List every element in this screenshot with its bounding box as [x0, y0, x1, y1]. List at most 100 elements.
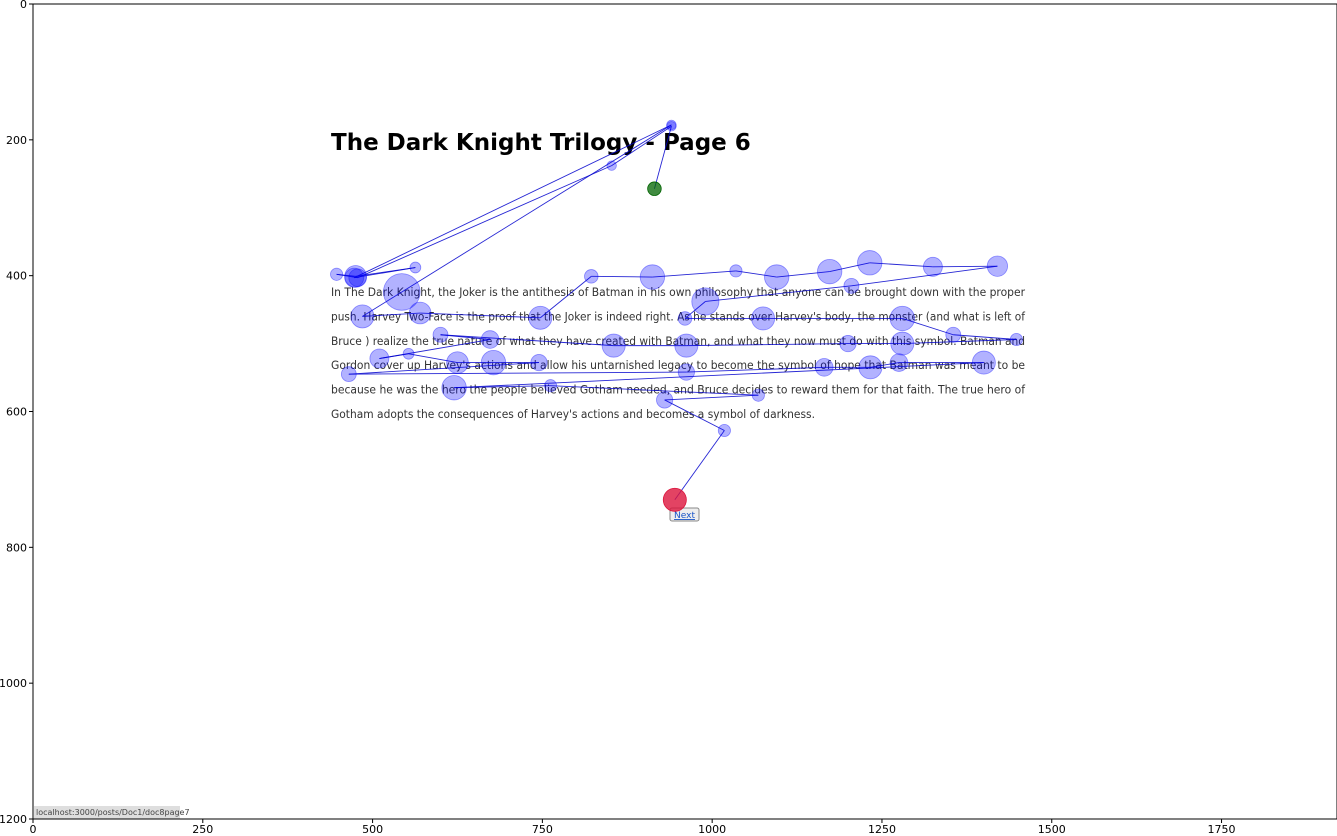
fixation-point — [584, 269, 599, 284]
scanpath-segment — [664, 399, 725, 431]
scanpath-segment — [357, 165, 612, 279]
x-tick-label: 1000 — [698, 823, 726, 836]
fixation-point — [446, 351, 469, 374]
scanpath-segment — [379, 353, 409, 359]
scanpath-segment — [684, 301, 706, 319]
fixation-point — [729, 264, 743, 278]
scanpath-segment — [354, 267, 416, 279]
scanpath-lines — [336, 124, 1017, 501]
y-tick-label: 200 — [6, 134, 27, 147]
start-fixation-point — [647, 181, 662, 196]
scanpath-segment — [664, 394, 759, 401]
body-text-line: because he was the hero the people belie… — [331, 384, 1026, 397]
fixation-point — [857, 250, 883, 276]
fixation-point — [986, 255, 1009, 277]
scanpath-segment — [902, 318, 954, 336]
scanpath-segment — [851, 265, 998, 287]
scanpath-segment — [869, 262, 933, 268]
fixation-point — [839, 335, 857, 353]
scanpath-segment — [420, 312, 541, 319]
scanpath-segment — [401, 124, 672, 293]
fixation-point — [402, 347, 415, 360]
fixation-points — [330, 119, 1023, 512]
fixation-point — [480, 349, 507, 376]
fixation-point — [441, 375, 467, 401]
scanpath-segment — [454, 362, 984, 389]
y-tick-label: 800 — [6, 541, 27, 554]
scanpath-segment — [348, 362, 540, 375]
fixation-point — [751, 306, 776, 331]
scanpath-segment — [870, 362, 900, 368]
scanpath-segment — [354, 124, 672, 279]
y-tick-label: 1000 — [0, 677, 27, 690]
fixation-point — [432, 326, 449, 343]
y-axis-ticks: 0 200 400 600 800 1000 1200 — [0, 0, 33, 826]
scanpath-segment — [550, 385, 759, 396]
fixation-point — [480, 330, 500, 349]
status-bar: localhost:3000/posts/Doc1/doc8page7 — [34, 806, 190, 819]
fixation-point — [751, 388, 765, 402]
fixation-point — [817, 258, 843, 285]
fixation-point — [843, 277, 860, 294]
x-axis-ticks: 0 250 500 750 1000 1250 1500 1750 — [30, 819, 1236, 836]
fixation-point — [330, 267, 344, 281]
fixation-point — [858, 355, 883, 380]
fixation-point — [344, 265, 367, 288]
fixation-point — [890, 331, 915, 356]
plot-area-background — [33, 4, 1337, 819]
fixation-point — [815, 358, 834, 377]
fixation-point — [348, 268, 367, 287]
x-tick-label: 250 — [192, 823, 213, 836]
fixation-point — [666, 119, 677, 131]
scanpath-segment — [652, 270, 736, 278]
scanpath-segment — [686, 343, 849, 347]
scanpath-segment — [674, 430, 725, 501]
scanpath-segment — [611, 125, 672, 167]
fixation-point — [717, 424, 731, 438]
scanpath-segment — [953, 334, 1017, 340]
scanpath-segment — [705, 285, 852, 302]
body-text-line: push. Harvey Two-Face is the proof that … — [331, 310, 1026, 323]
next-button-label[interactable]: Next — [674, 511, 695, 521]
fixation-point — [922, 256, 943, 277]
scanpath-segment — [440, 334, 614, 347]
x-tick-label: 1750 — [1208, 823, 1236, 836]
scanpath-segment — [362, 291, 403, 317]
scanpath-segment — [829, 262, 870, 273]
scanpath-segment — [932, 265, 998, 268]
fixation-point — [528, 305, 553, 330]
fixation-point — [674, 333, 699, 358]
body-text-line: Bruce ) realize the true nature of what … — [331, 335, 1025, 348]
y-tick-label: 0 — [20, 0, 27, 11]
scanpath-segment — [735, 270, 777, 278]
end-fixation-point — [662, 487, 687, 512]
fixation-point — [383, 273, 421, 311]
scanpath-segment — [540, 275, 592, 319]
x-tick-label: 0 — [30, 823, 37, 836]
fixation-point — [889, 353, 909, 372]
scanpath-segment — [408, 353, 458, 364]
fixation-point — [691, 287, 720, 316]
y-tick-label: 600 — [6, 406, 27, 419]
scanpath-segment — [336, 273, 356, 277]
status-bar-background — [34, 806, 180, 819]
fixation-point — [677, 311, 693, 326]
x-tick-label: 1250 — [868, 823, 896, 836]
fixation-point — [369, 348, 390, 369]
scanpath-segment — [454, 385, 551, 389]
scanpath-segment — [776, 271, 830, 278]
fixation-point — [350, 304, 375, 329]
fixation-point — [409, 261, 422, 274]
scanpath-segment — [591, 275, 653, 278]
scanpath-segment — [440, 334, 491, 340]
y-tick-label: 1200 — [0, 813, 27, 826]
x-tick-label: 500 — [362, 823, 383, 836]
fixation-point — [340, 366, 357, 383]
scanpath-segment — [686, 366, 825, 373]
fixation-point — [889, 305, 915, 332]
fixation-point — [666, 121, 677, 132]
fixation-point — [764, 264, 790, 290]
fixation-point — [601, 333, 626, 358]
